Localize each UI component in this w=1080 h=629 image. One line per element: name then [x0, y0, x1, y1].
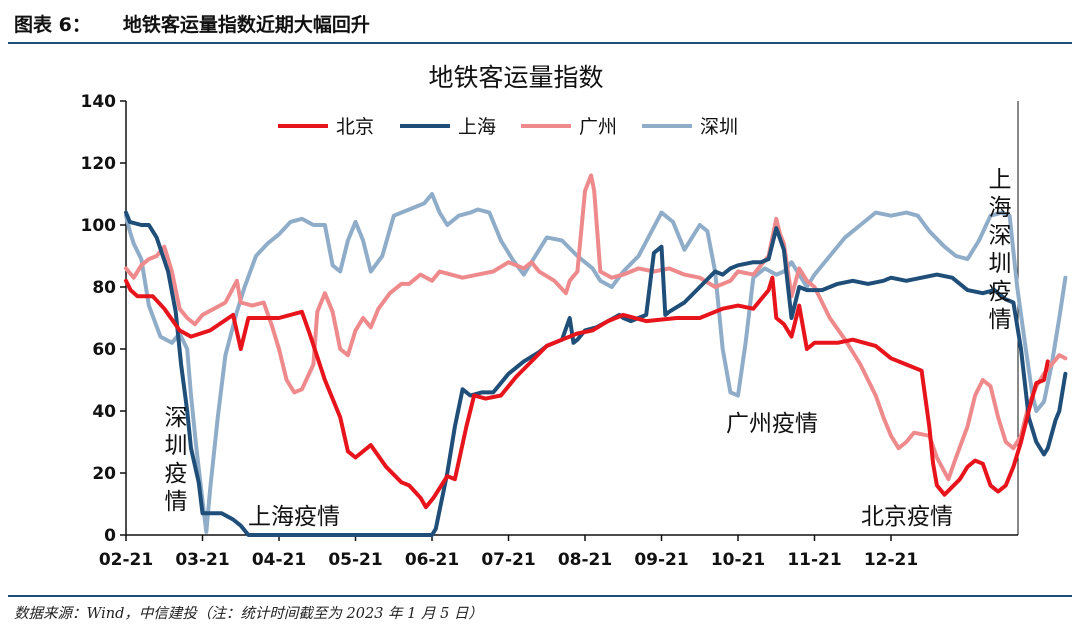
chart-title: 地铁客运量指数	[428, 63, 603, 92]
y-tick-label: 140	[81, 92, 117, 112]
legend-label-shenzhen: 深圳	[700, 116, 738, 138]
annotation-shanghai-shenzhen-outbreak: 上 海 深 圳 疫 情	[989, 167, 1012, 333]
annotation-shenzhen-char: 深	[165, 405, 188, 431]
legend-label-guangzhou: 广州	[579, 116, 617, 138]
legend-item-beijing: 北京	[278, 116, 374, 138]
y-axis: 0 20 40 60 80 100 120 140	[81, 92, 127, 546]
series-group	[124, 173, 1068, 537]
x-tick-label: 10-21	[711, 550, 765, 570]
legend-item-guangzhou: 广州	[521, 116, 617, 138]
annotation-shanghai-outbreak: 上海疫情	[248, 504, 340, 530]
legend-item-shenzhen: 深圳	[642, 116, 738, 138]
annotation-shenzhen-char: 情	[165, 489, 188, 515]
figure-header: 图表 6： 地铁客运量指数近期大幅回升	[14, 6, 370, 40]
figure-number: 图表 6：	[14, 13, 91, 36]
x-tick-label: 07-21	[481, 550, 535, 570]
legend: 北京 上海 广州 深圳	[278, 116, 738, 138]
annotation-right-char: 疫	[989, 279, 1012, 305]
y-tick-label: 120	[81, 154, 117, 174]
x-tick-label: 11-21	[787, 550, 841, 570]
series-line-shanghai	[124, 210, 1068, 537]
y-tick-label: 80	[92, 278, 116, 298]
legend-label-shanghai: 上海	[458, 116, 496, 138]
annotation-shenzhen-char: 疫	[165, 461, 188, 487]
x-tick-label: 08-21	[558, 550, 612, 570]
annotation-beijing-outbreak: 北京疫情	[861, 504, 953, 530]
series-line-shenzhen	[124, 192, 1068, 534]
annotation-shenzhen-char: 圳	[165, 433, 188, 459]
y-tick-label: 60	[92, 340, 116, 360]
x-tick-label: 03-21	[175, 550, 229, 570]
x-tick-label: 05-21	[328, 550, 382, 570]
legend-label-beijing: 北京	[336, 116, 374, 138]
x-tick-label: 12-21	[864, 550, 918, 570]
annotation-right-char: 圳	[989, 251, 1012, 277]
x-tick-label: 06-21	[405, 550, 459, 570]
annotation-right-char: 情	[989, 307, 1012, 333]
y-tick-label: 100	[81, 216, 117, 236]
header-divider	[8, 42, 1072, 44]
x-tick-label: 09-21	[634, 550, 688, 570]
annotation-right-char: 深	[989, 223, 1012, 249]
line-chart: 地铁客运量指数 0 20 40 60 80 100 120 140 02-21 03-21 04-…	[81, 63, 1068, 570]
y-tick-label: 40	[92, 402, 116, 422]
y-tick-label: 0	[104, 526, 116, 546]
x-tick-label: 02-21	[99, 550, 153, 570]
annotation-right-char: 上	[989, 167, 1012, 193]
legend-item-shanghai: 上海	[400, 116, 496, 138]
x-axis: 02-21 03-21 04-21 05-21 06-21 07-21 08-21 09-21…	[99, 534, 1018, 570]
source-note: 数据来源：Wind，中信建投（注：统计时间截至为 2023 年 1 月 5 日）	[14, 606, 483, 622]
annotation-guangzhou-outbreak: 广州疫情	[726, 411, 818, 437]
x-tick-label: 04-21	[252, 550, 306, 570]
y-tick-label: 20	[92, 464, 116, 484]
series-line-beijing	[124, 275, 1050, 510]
annotation-shenzhen-outbreak: 深 圳 疫 情	[165, 405, 188, 515]
footer-divider	[8, 595, 1072, 597]
figure-title: 地铁客运量指数近期大幅回升	[122, 13, 370, 36]
annotation-right-char: 海	[989, 195, 1012, 221]
